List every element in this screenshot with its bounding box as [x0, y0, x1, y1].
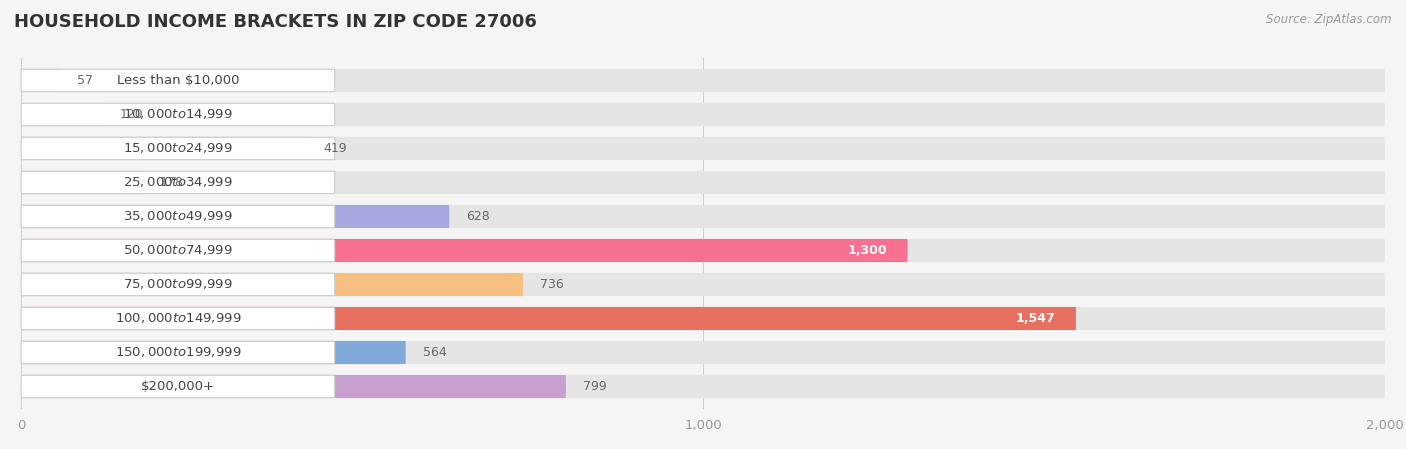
- FancyBboxPatch shape: [21, 307, 1076, 330]
- Text: $35,000 to $49,999: $35,000 to $49,999: [124, 210, 233, 224]
- FancyBboxPatch shape: [21, 69, 335, 92]
- FancyBboxPatch shape: [21, 69, 60, 92]
- FancyBboxPatch shape: [21, 273, 523, 296]
- FancyBboxPatch shape: [21, 205, 450, 228]
- FancyBboxPatch shape: [21, 171, 335, 194]
- FancyBboxPatch shape: [21, 307, 1385, 330]
- FancyBboxPatch shape: [21, 307, 335, 330]
- Text: 1,547: 1,547: [1015, 312, 1056, 325]
- Text: 628: 628: [467, 210, 491, 223]
- FancyBboxPatch shape: [21, 103, 335, 126]
- FancyBboxPatch shape: [21, 239, 908, 262]
- FancyBboxPatch shape: [21, 273, 335, 296]
- FancyBboxPatch shape: [21, 239, 335, 262]
- Text: $200,000+: $200,000+: [141, 380, 215, 393]
- FancyBboxPatch shape: [21, 137, 335, 160]
- FancyBboxPatch shape: [21, 171, 142, 194]
- FancyBboxPatch shape: [21, 341, 335, 364]
- Text: HOUSEHOLD INCOME BRACKETS IN ZIP CODE 27006: HOUSEHOLD INCOME BRACKETS IN ZIP CODE 27…: [14, 13, 537, 31]
- Text: $10,000 to $14,999: $10,000 to $14,999: [124, 107, 233, 122]
- FancyBboxPatch shape: [21, 103, 103, 126]
- FancyBboxPatch shape: [21, 341, 1385, 364]
- Text: $150,000 to $199,999: $150,000 to $199,999: [115, 345, 242, 360]
- FancyBboxPatch shape: [21, 171, 1385, 194]
- Text: $25,000 to $34,999: $25,000 to $34,999: [124, 176, 233, 189]
- Text: $100,000 to $149,999: $100,000 to $149,999: [115, 312, 242, 326]
- Text: 178: 178: [159, 176, 183, 189]
- Text: Less than $10,000: Less than $10,000: [117, 74, 239, 87]
- FancyBboxPatch shape: [21, 273, 1385, 296]
- FancyBboxPatch shape: [21, 205, 335, 228]
- FancyBboxPatch shape: [21, 205, 1385, 228]
- FancyBboxPatch shape: [21, 69, 1385, 92]
- Text: Source: ZipAtlas.com: Source: ZipAtlas.com: [1267, 13, 1392, 26]
- FancyBboxPatch shape: [21, 341, 406, 364]
- Text: $75,000 to $99,999: $75,000 to $99,999: [124, 277, 233, 291]
- FancyBboxPatch shape: [21, 137, 307, 160]
- Text: 1,300: 1,300: [848, 244, 887, 257]
- Text: 799: 799: [583, 380, 607, 393]
- Text: 57: 57: [77, 74, 93, 87]
- Text: $50,000 to $74,999: $50,000 to $74,999: [124, 243, 233, 257]
- FancyBboxPatch shape: [21, 375, 567, 398]
- Text: 419: 419: [323, 142, 347, 155]
- FancyBboxPatch shape: [21, 137, 1385, 160]
- FancyBboxPatch shape: [21, 375, 1385, 398]
- Text: $15,000 to $24,999: $15,000 to $24,999: [124, 141, 233, 155]
- Text: 120: 120: [120, 108, 143, 121]
- Text: 564: 564: [423, 346, 447, 359]
- FancyBboxPatch shape: [21, 103, 1385, 126]
- Text: 736: 736: [540, 278, 564, 291]
- FancyBboxPatch shape: [21, 239, 1385, 262]
- FancyBboxPatch shape: [21, 375, 335, 398]
